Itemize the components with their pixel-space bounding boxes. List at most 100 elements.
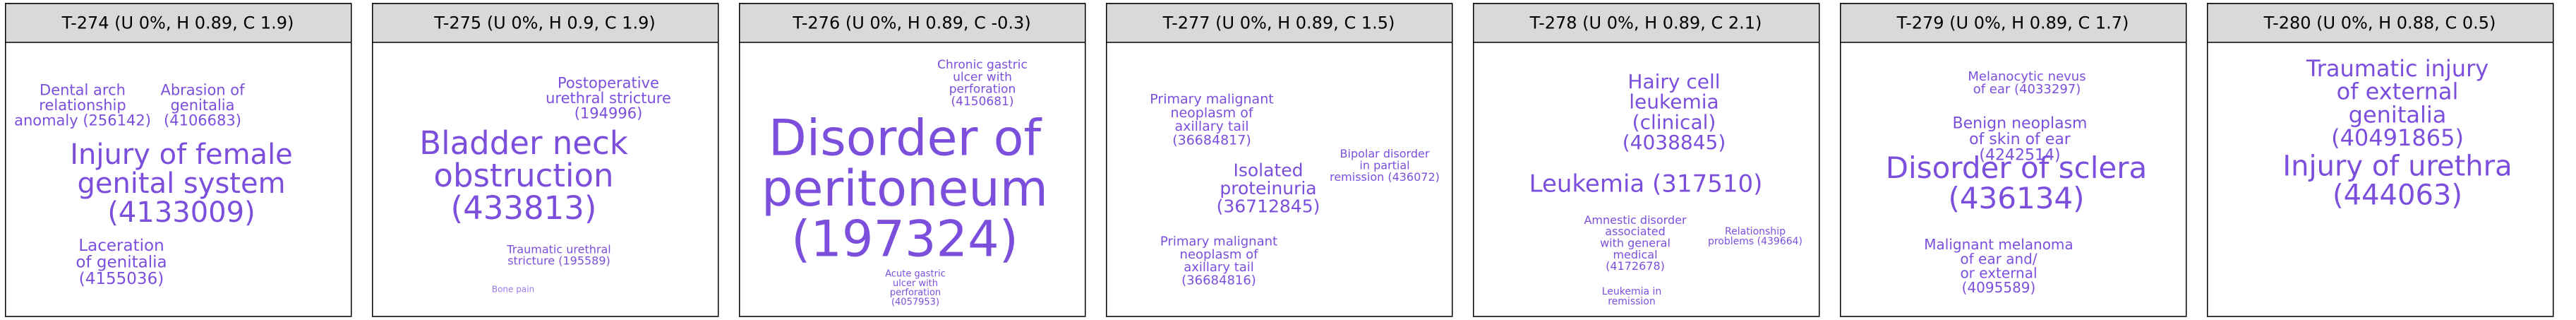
panel: T-279 (U 0%, H 0.89, C 1.7) Melanocytic n…	[1840, 3, 2187, 317]
word-line: (4155036)	[79, 270, 164, 288]
word-line: with general	[1600, 237, 1671, 250]
word-line: neoplasm of	[1180, 247, 1259, 262]
word-line: (40491865)	[2331, 124, 2464, 151]
panel-frame	[739, 3, 1086, 317]
word-line: (4038845)	[1623, 131, 1726, 154]
word-line: Malignant melanoma	[1924, 236, 2073, 253]
word-line: (444063)	[2333, 179, 2462, 211]
word-line: urethral stricture	[546, 90, 671, 107]
word-line: of ear (4033297)	[1973, 82, 2081, 97]
panel-title: T-276 (U 0%, H 0.89, C -0.3)	[792, 13, 1030, 33]
word-line: (436134)	[1948, 181, 2084, 215]
word-line: (433813)	[451, 189, 597, 227]
word-line: problems (439664)	[1708, 236, 1802, 247]
word-line: genital system	[77, 167, 285, 200]
panel: T-276 (U 0%, H 0.89, C -0.3) Chronic gast…	[739, 3, 1086, 317]
panel-header	[1106, 3, 1453, 43]
word-line: neoplasm of	[1170, 105, 1253, 121]
word-line: (36684817)	[1172, 133, 1251, 148]
panel: T-277 (U 0%, H 0.89, C 1.5) Primary malig…	[1106, 3, 1453, 317]
panel-header	[372, 3, 719, 43]
word-line: Bipolar disorder	[1340, 147, 1430, 160]
word-line: (197324)	[791, 210, 1018, 268]
panel: T-280 (U 0%, H 0.88, C 0.5) Traumatic inj…	[2207, 3, 2554, 317]
word-line: (4057953)	[891, 297, 939, 307]
word-line: Traumatic urethral	[506, 242, 610, 256]
panel: T-275 (U 0%, H 0.9, C 1.9) Postoperativeu…	[372, 3, 719, 317]
word-line: (4106683)	[164, 112, 241, 129]
word-line: Traumatic injury	[2306, 55, 2488, 82]
word-line: perforation	[949, 83, 1016, 97]
panel: T-278 (U 0%, H 0.89, C 2.1) Hairy cellleu…	[1473, 3, 1820, 317]
word-line: Abrasion of	[160, 82, 245, 99]
word-line: leukemia	[1629, 90, 1719, 114]
word-line: or external	[1960, 265, 2037, 282]
panel-header	[1473, 3, 1820, 43]
word-line: of ear and/	[1960, 250, 2037, 267]
panel-header	[2207, 3, 2554, 43]
word-line: (36684816)	[1181, 273, 1256, 288]
word-line: remission (436072)	[1330, 170, 1440, 184]
word: Bone pain	[492, 285, 534, 295]
word-line: Leukemia (317510)	[1529, 170, 1763, 198]
word-line: (4133009)	[107, 196, 255, 229]
word-line: Bone pain	[492, 285, 534, 295]
word-line: (4150681)	[951, 95, 1014, 109]
panel-frame	[1106, 3, 1453, 317]
word-line: (clinical)	[1632, 110, 1716, 134]
word-line: (4095589)	[1962, 279, 2036, 296]
word-line: (4242514)	[1979, 146, 2060, 164]
word-line: Postoperative	[558, 75, 659, 92]
word-line: Laceration	[78, 237, 164, 255]
word-line: Leukemia in	[1602, 286, 1662, 297]
panel-title: T-279 (U 0%, H 0.89, C 1.7)	[1896, 13, 2129, 33]
word-line: axillary tail	[1184, 260, 1254, 275]
panel-header	[739, 3, 1086, 43]
panel-title: T-274 (U 0%, H 0.89, C 1.9)	[61, 13, 294, 33]
word-line: Disorder of	[769, 109, 1042, 167]
panel-title: T-275 (U 0%, H 0.9, C 1.9)	[433, 13, 655, 33]
word-line: Melanocytic nevus	[1968, 69, 2086, 84]
panel-frame	[1473, 3, 1820, 317]
word-line: Primary malignant	[1160, 234, 1277, 249]
word-line: in partial	[1359, 159, 1409, 172]
word-line: ulcer with	[893, 278, 938, 289]
panel-header	[5, 3, 352, 43]
word-line: associated	[1605, 225, 1666, 238]
word-line: Relationship	[1725, 226, 1786, 237]
word-line: relationship	[39, 97, 126, 114]
panel-title: T-280 (U 0%, H 0.88, C 0.5)	[2263, 13, 2496, 33]
word-line: Acute gastric	[885, 269, 945, 280]
word: Disorder of sclera(436134)	[1886, 150, 2148, 215]
panel-header	[1840, 3, 2187, 43]
word-line: (36712845)	[1217, 196, 1320, 217]
word-line: (194996)	[574, 105, 643, 122]
word-line: genitalia	[2349, 101, 2447, 128]
panel-title: T-278 (U 0%, H 0.89, C 2.1)	[1529, 13, 1762, 33]
panel-frame	[1840, 3, 2187, 317]
word-line: of skin of ear	[1969, 131, 2071, 148]
word-line: medical	[1613, 248, 1657, 261]
panel-frame	[5, 3, 352, 317]
word-line: Dental arch	[40, 82, 126, 99]
panel-frame	[2207, 3, 2554, 317]
word-line: remission	[1608, 296, 1656, 307]
word-line: Chronic gastric	[937, 58, 1028, 72]
